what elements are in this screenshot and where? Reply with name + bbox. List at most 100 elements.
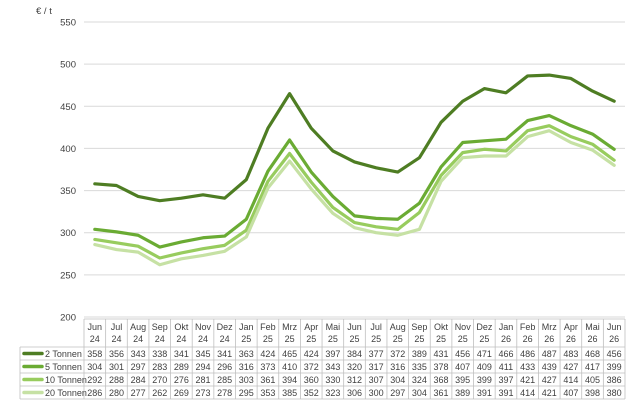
data-point [591,133,594,135]
data-label: 288 [109,375,124,385]
data-label: 304 [87,362,102,372]
data-label: 468 [585,349,600,359]
data-point [461,100,464,103]
data-point [461,141,464,144]
data-label: 269 [174,388,189,398]
data-point [505,92,507,94]
data-point [570,124,572,127]
data-point [202,254,204,257]
data-point [591,143,594,146]
data-label: 303 [239,375,254,385]
data-point [483,140,486,142]
series-lines [93,73,616,267]
data-label: 343 [325,362,340,372]
data-point [158,257,161,259]
data-label: 277 [131,388,146,398]
data-label: 380 [607,388,622,398]
data-label: 280 [109,388,124,398]
x-tick-label: 25 [414,334,424,344]
x-tick-label: Jun [607,322,622,332]
data-label: 283 [152,362,167,372]
data-point [180,258,183,260]
data-label: 439 [542,362,557,372]
data-point [223,250,226,253]
data-label: 414 [520,388,535,398]
data-label: 360 [304,375,319,385]
data-label: 363 [239,349,254,359]
data-label: 289 [174,362,189,372]
data-label: 373 [260,362,275,372]
y-tick-label: 550 [60,18,76,29]
x-tick-label: 26 [566,334,576,344]
x-tick-label: 24 [198,334,208,344]
data-point [202,236,204,239]
data-label: 398 [585,388,600,398]
data-label: 411 [499,362,513,372]
x-tick-label: Aug [390,322,406,332]
data-point [548,129,551,132]
data-label: 297 [131,362,146,372]
data-point [548,114,551,117]
data-label: 397 [325,349,340,359]
x-tick-label: Mrz [282,322,297,332]
data-label: 391 [498,388,513,398]
y-tick-label: 350 [60,186,76,197]
x-tick-label: 24 [220,334,230,344]
data-point [94,243,96,246]
data-point [267,180,269,183]
data-point [332,212,334,215]
x-tick-label: Jun [347,322,362,332]
data-label: 294 [196,362,211,372]
data-point [353,215,356,217]
data-label: 414 [563,375,578,385]
data-label: 292 [87,375,102,385]
data-label: 320 [347,362,362,372]
x-tick-label: Jan [239,322,254,332]
data-label: 471 [477,349,492,359]
data-point [375,217,377,220]
x-tick-label: Feb [260,322,276,332]
data-label: 361 [260,375,275,385]
data-point [115,242,118,244]
data-label: 410 [282,362,297,372]
data-label: 286 [87,388,102,398]
data-point [202,247,204,250]
x-tick-label: Aug [130,322,146,332]
data-point [570,77,572,80]
x-tick-label: Feb [520,322,536,332]
data-point [288,160,291,162]
x-tick-label: Mrz [542,322,557,332]
x-tick-label: 25 [393,334,403,344]
data-point [245,178,248,181]
x-tick-label: Mai [326,322,341,332]
data-label: 377 [369,349,384,359]
data-point [158,246,161,248]
data-point [137,245,139,247]
y-tick-label: 200 [60,313,76,324]
x-tick-label: 26 [501,334,511,344]
x-tick-label: Sep [411,322,427,332]
data-point [591,149,594,151]
x-tick-label: 26 [609,334,619,344]
data-label: 409 [477,362,492,372]
data-label: 341 [174,349,189,359]
data-label: 356 [109,349,124,359]
x-tick-label: 25 [306,334,316,344]
data-label: 361 [434,388,449,398]
data-label: 486 [520,349,535,359]
data-point [613,148,615,151]
data-point [288,139,291,141]
data-label: 465 [282,349,297,359]
y-tick-label: 300 [60,228,76,239]
data-point [440,180,442,183]
data-label: 386 [607,375,622,385]
data-point [526,135,529,138]
data-point [418,156,421,159]
data-point [115,248,118,251]
x-tick-label: Jul [370,322,382,332]
data-point [396,234,399,237]
data-label: 358 [87,349,102,359]
data-point [310,171,313,173]
data-point [526,129,529,132]
